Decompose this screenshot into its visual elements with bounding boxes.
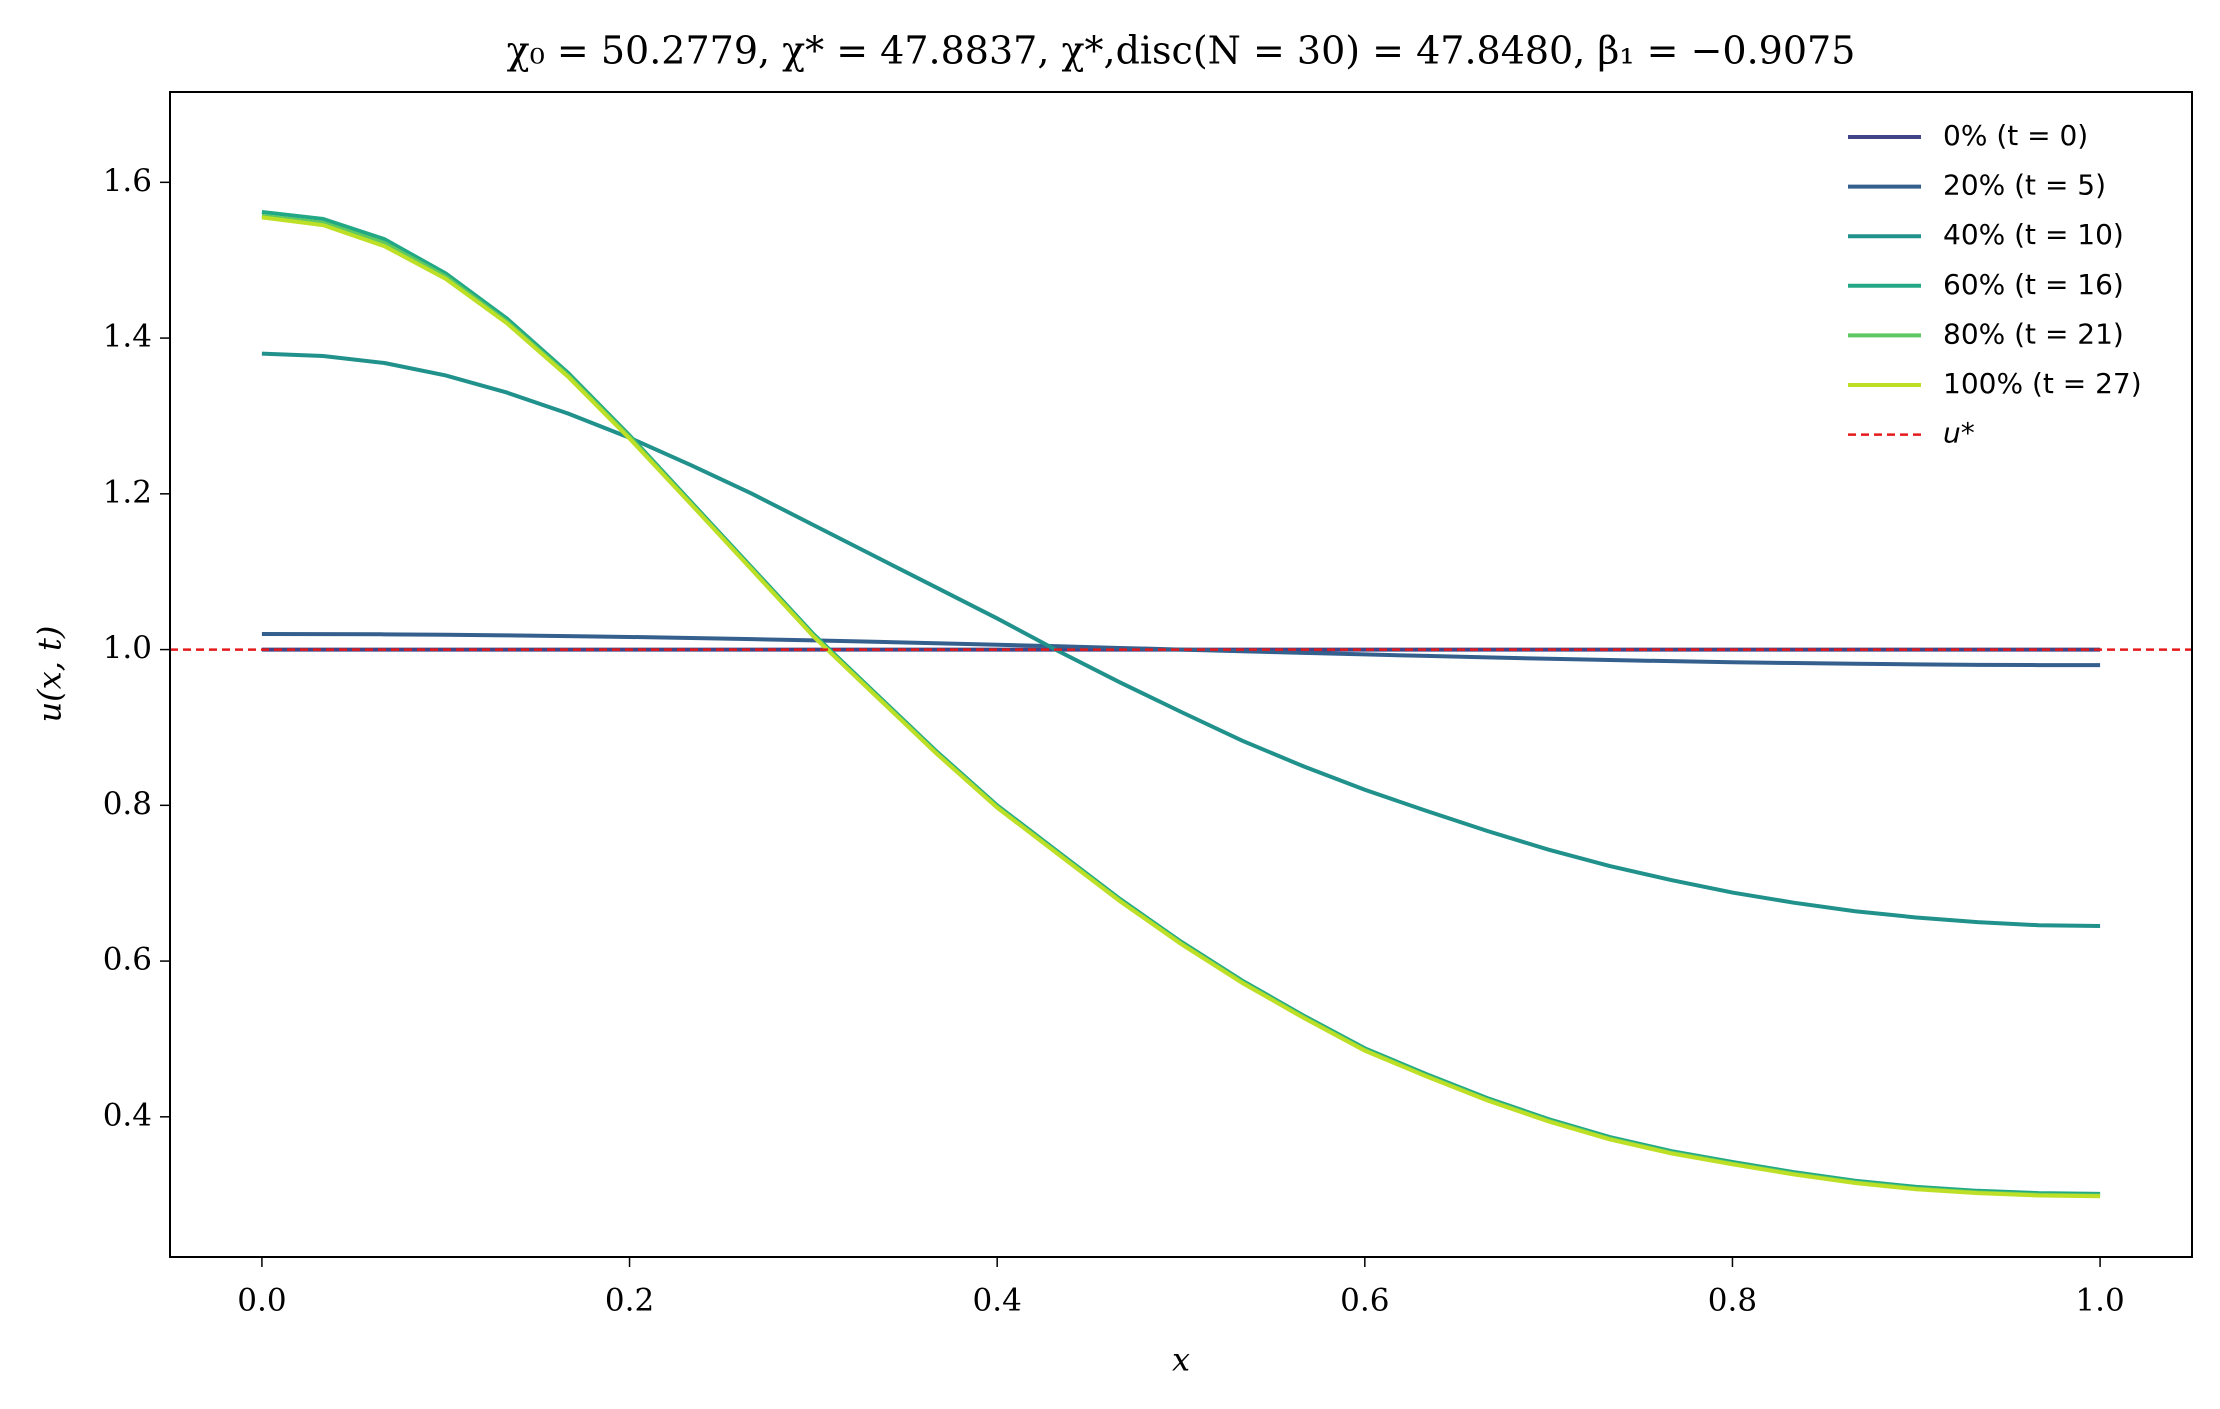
plot-frame [169,91,2193,1258]
x-tick-label: 0.6 [1340,1283,1389,1319]
legend-label: 40% (t = 10) [1943,218,2124,251]
x-tick-label: 0.2 [605,1283,654,1319]
legend-label: u* [1943,417,1975,450]
x-tick-label: 0.0 [237,1283,286,1319]
legend-label: 100% (t = 27) [1943,367,2142,400]
y-tick-label: 0.4 [103,1097,152,1133]
legend-label: 20% (t = 5) [1943,169,2106,202]
line-series [261,213,2101,1198]
line-series [261,215,2101,1199]
y-axis-label: u(x, t) [31,626,69,723]
y-tick-label: 0.6 [103,942,152,978]
y-tick-label: 0.8 [103,786,152,822]
y-tick-label: 1.6 [103,163,152,199]
legend-label: 0% (t = 0) [1943,119,2088,152]
chart-title: χ₀ = 50.2779, χ* = 47.8837, χ*,disc(N = … [507,29,1856,73]
line-series [261,351,2101,929]
x-tick-label: 1.0 [2075,1283,2124,1319]
x-tick-label: 0.4 [973,1283,1022,1319]
line-series [261,209,2101,1196]
x-tick-label: 0.8 [1708,1283,1757,1319]
y-tick-label: 1.2 [103,474,152,510]
y-tick-label: 1.0 [103,630,152,666]
y-tick-label: 1.4 [103,319,152,355]
legend-label: 60% (t = 16) [1943,268,2124,301]
legend-label: 80% (t = 21) [1943,317,2124,350]
line-series [261,632,2101,668]
x-axis-label: x [1172,1341,1190,1379]
